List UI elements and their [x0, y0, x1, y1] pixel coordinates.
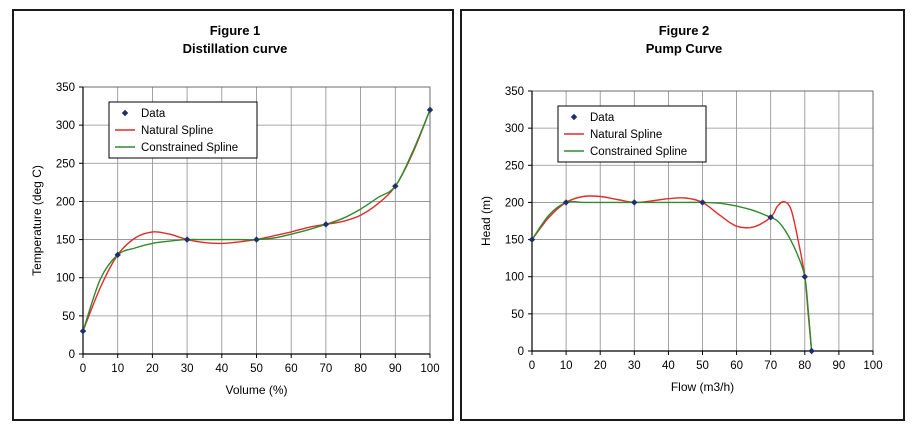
data-point [253, 236, 260, 243]
legend-label: Constrained Spline [141, 142, 238, 154]
x-tick-label: 60 [285, 363, 298, 375]
data-point [79, 327, 87, 335]
y-tick-label: 350 [505, 86, 524, 98]
x-axis-label: Volume (%) [225, 383, 287, 397]
x-tick-label: 80 [798, 360, 811, 372]
x-tick-label: 80 [354, 363, 367, 375]
data-point [114, 251, 121, 259]
x-tick-label: 50 [696, 360, 709, 372]
y-axis-label: Head (m) [479, 196, 493, 246]
y-tick-label: 250 [505, 160, 524, 172]
x-tick-label: 60 [730, 360, 743, 372]
y-tick-label: 300 [56, 120, 75, 132]
x-tick-label: 30 [628, 360, 641, 372]
legend-marker-data [570, 113, 578, 121]
chart-title: Figure 1 [210, 23, 261, 38]
data-point [426, 106, 434, 114]
legend-label: Natural Spline [141, 125, 213, 137]
y-tick-label: 50 [62, 311, 75, 323]
data-point [322, 221, 330, 228]
x-tick-label: 0 [80, 363, 86, 375]
y-tick-label: 0 [518, 346, 524, 358]
y-tick-label: 300 [505, 123, 524, 135]
chart-subtitle: Distillation curve [183, 41, 288, 56]
figure-1-panel: Figure 1 Distillation curve 0 10 20 30 40 50 60 7… [12, 9, 454, 421]
figure-2-panel: Figure 2 Pump Curve 0 10 20 30 40 50 60 70 80 90 100… [460, 9, 905, 421]
x-tick-label: 0 [529, 360, 535, 372]
x-tick-label: 100 [420, 363, 439, 375]
x-tick-label: 90 [389, 363, 402, 375]
data-point [183, 236, 191, 243]
data-point [392, 182, 399, 190]
legend-marker-data [121, 109, 129, 117]
y-tick-label: 250 [56, 158, 75, 170]
legend-label: Data [141, 108, 166, 120]
x-tick-label: 40 [662, 360, 675, 372]
pump-curve-chart: Figure 2 Pump Curve 0 10 20 30 40 50 60 70 80 90 100… [479, 23, 883, 394]
legend-label: Constrained Spline [590, 146, 687, 158]
chart-subtitle: Pump Curve [646, 41, 723, 56]
data-point [808, 347, 815, 355]
data-point [528, 236, 536, 243]
series-line-constrained-spline [531, 200, 813, 352]
y-tick-label: 350 [56, 82, 75, 94]
y-tick-label: 200 [56, 196, 75, 208]
x-tick-label: 10 [111, 363, 124, 375]
distillation-curve-chart: Figure 1 Distillation curve 0 10 20 30 40 50 60 7… [30, 23, 440, 397]
x-tick-label: 30 [181, 363, 194, 375]
series-line-natural-spline [531, 195, 813, 352]
chart-title: Figure 2 [659, 23, 710, 38]
y-tick-label: 0 [69, 349, 75, 361]
x-tick-label: 20 [594, 360, 607, 372]
x-tick-label: 20 [146, 363, 159, 375]
x-tick-label: 90 [833, 360, 846, 372]
y-tick-label: 150 [505, 235, 524, 247]
y-axis-label: Temperature (deg C) [30, 165, 44, 276]
y-tick-label: 50 [511, 309, 524, 321]
y-tick-label: 100 [505, 272, 524, 284]
data-point [699, 199, 706, 206]
legend-label: Natural Spline [590, 129, 662, 141]
y-tick-label: 150 [56, 235, 75, 247]
y-tick-label: 200 [505, 197, 524, 209]
x-tick-label: 50 [250, 363, 263, 375]
x-tick-label: 70 [764, 360, 777, 372]
x-tick-label: 10 [560, 360, 573, 372]
x-tick-label: 40 [215, 363, 228, 375]
legend-label: Data [590, 112, 615, 124]
x-tick-label: 100 [863, 360, 882, 372]
x-tick-label: 70 [320, 363, 333, 375]
y-tick-label: 100 [56, 273, 75, 285]
x-axis-label: Flow (m3/h) [671, 380, 734, 394]
